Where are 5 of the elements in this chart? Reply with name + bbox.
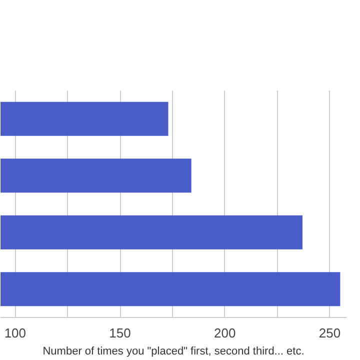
- x-tick-label: 150: [109, 326, 131, 340]
- x-tick-label: 200: [214, 326, 236, 340]
- x-axis-title: Number of times you "placed" first, second third... etc.: [42, 346, 304, 358]
- x-tick-label: 250: [318, 326, 341, 340]
- x-tick-label: 100: [4, 326, 26, 340]
